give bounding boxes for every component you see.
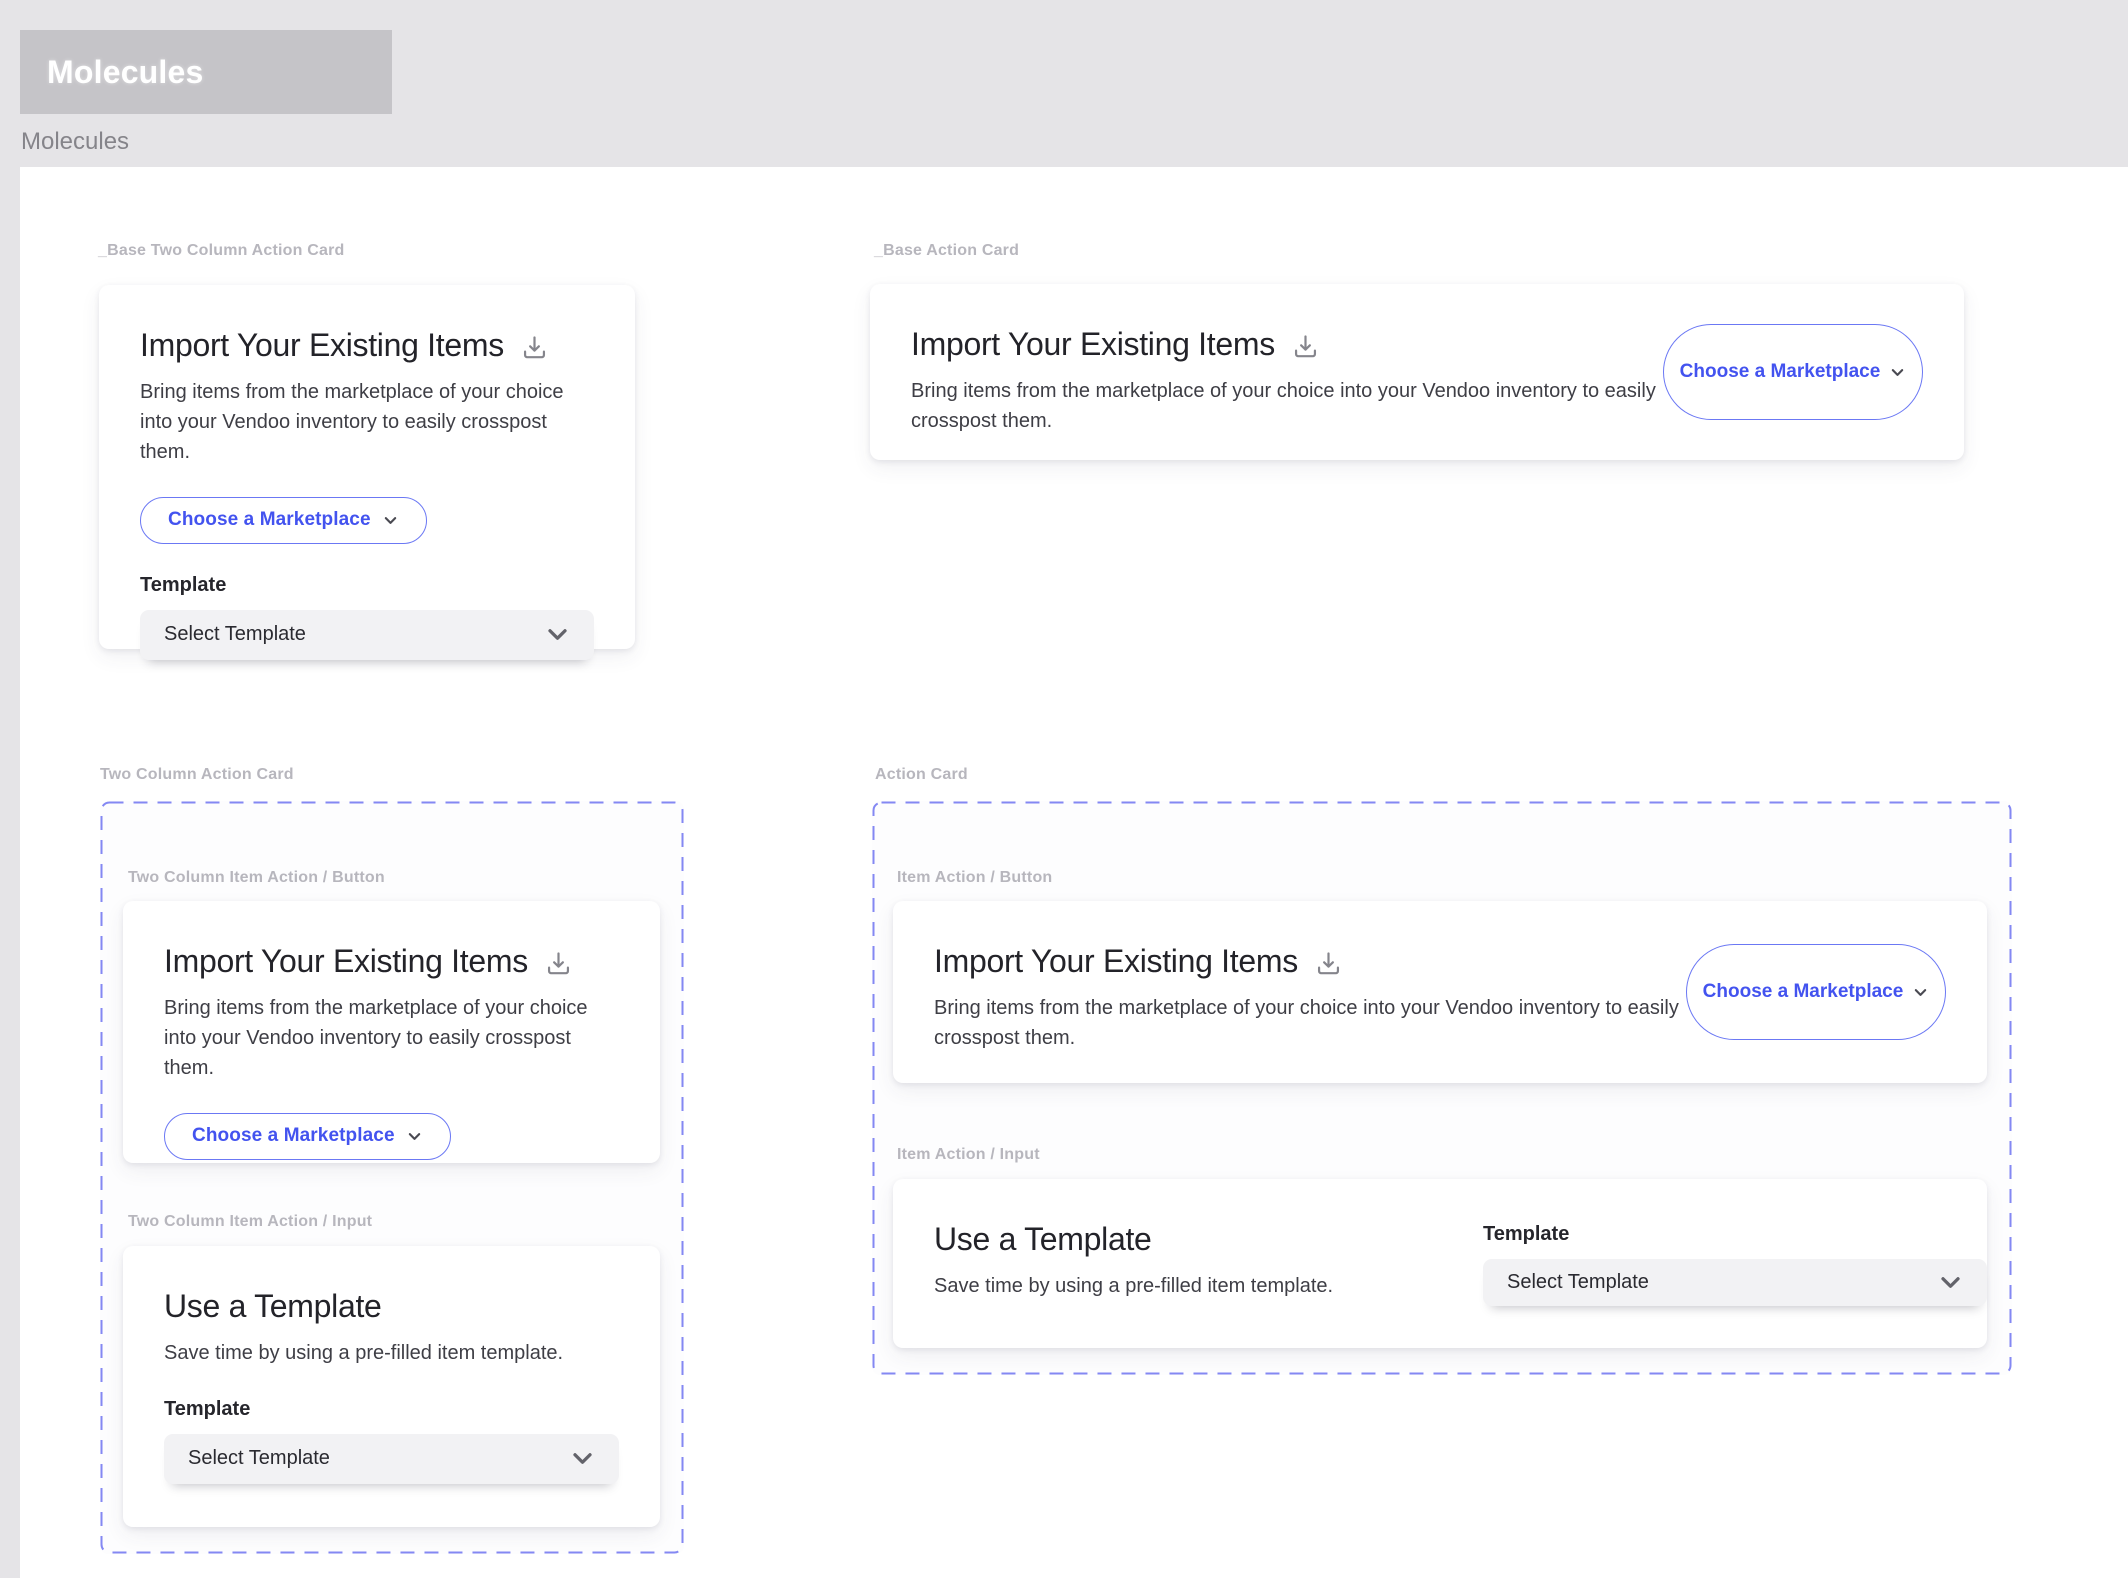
item-action-input-card: Use a Template Save time by using a pre-…: [893, 1179, 1987, 1348]
template-select-value: Select Template: [1507, 1271, 1649, 1293]
card-description: Save time by using a pre-filled item tem…: [164, 1341, 564, 1364]
dashed-border: [100, 801, 684, 1554]
template-select[interactable]: Select Template: [164, 1433, 619, 1484]
template-select-value: Select Template: [188, 1447, 330, 1470]
story-label-two-column-input: Two Column Item Action / Input: [128, 1213, 373, 1230]
template-select[interactable]: Select Template: [140, 609, 594, 660]
choose-marketplace-label: Choose a Marketplace: [168, 509, 371, 531]
tab-label: Molecules: [47, 53, 204, 90]
chevron-down-icon: [570, 1446, 595, 1471]
card-description: Bring items from the marketplace of your…: [164, 996, 588, 1079]
dashed-border: [872, 801, 2012, 1375]
two-column-action-card-group: Two Column Item Action / Button Import Y…: [100, 801, 684, 1554]
chevron-down-icon: [382, 512, 399, 529]
card-description: Bring items from the marketplace of your…: [140, 380, 564, 463]
choose-marketplace-button[interactable]: Choose a Marketplace: [140, 496, 427, 544]
chevron-down-icon: [1912, 984, 1929, 1001]
card-description: Save time by using a pre-filled item tem…: [934, 1274, 1334, 1297]
story-label-two-column-group: Two Column Action Card: [100, 766, 294, 783]
download-icon: [543, 948, 574, 979]
story-label-item-button: Item Action / Button: [897, 869, 1053, 886]
card-description: Bring items from the marketplace of your…: [911, 379, 1656, 432]
two-column-item-action-button-card: Import Your Existing Items Bring items f…: [123, 901, 660, 1163]
choose-marketplace-button[interactable]: Choose a Marketplace: [164, 1112, 451, 1160]
chevron-down-icon: [1889, 364, 1906, 381]
download-icon: [1290, 331, 1321, 362]
item-action-button-card: Import Your Existing Items Bring items f…: [893, 901, 1987, 1083]
two-column-item-action-input-card: Use a Template Save time by using a pre-…: [123, 1246, 660, 1527]
card-title: Import Your Existing Items: [164, 943, 528, 979]
template-select-value: Select Template: [164, 623, 306, 646]
card-description: Bring items from the marketplace of your…: [934, 996, 1679, 1049]
story-label-item-input: Item Action / Input: [897, 1146, 1040, 1163]
breadcrumb: Molecules: [21, 128, 130, 155]
story-label-action-group: Action Card: [875, 766, 968, 783]
download-icon: [519, 332, 550, 363]
story-label-two-column-button: Two Column Item Action / Button: [128, 869, 385, 886]
card-title: Import Your Existing Items: [911, 326, 1275, 362]
choose-marketplace-label: Choose a Marketplace: [1679, 361, 1881, 382]
chevron-down-icon: [406, 1128, 423, 1145]
template-field-label: Template: [164, 1397, 251, 1420]
base-two-column-action-card: Import Your Existing Items Bring items f…: [99, 285, 635, 660]
card-title: Import Your Existing Items: [140, 327, 504, 363]
template-field-label: Template: [1483, 1223, 1570, 1245]
template-select[interactable]: Select Template: [1483, 1259, 1987, 1306]
choose-marketplace-button[interactable]: Choose a Marketplace: [1686, 944, 1946, 1040]
card-title: Import Your Existing Items: [934, 943, 1298, 979]
action-card-group: Item Action / Button Import Your Existin…: [872, 801, 2012, 1375]
choose-marketplace-label: Choose a Marketplace: [192, 1125, 395, 1147]
choose-marketplace-button[interactable]: Choose a Marketplace: [1663, 324, 1923, 420]
choose-marketplace-label: Choose a Marketplace: [1702, 981, 1904, 1002]
template-field-label: Template: [140, 573, 227, 596]
story-label-base-two-column: _Base Two Column Action Card: [98, 242, 345, 259]
story-label-base-action: _Base Action Card: [874, 242, 1020, 259]
download-icon: [1313, 948, 1344, 979]
preview-canvas: _Base Two Column Action Card Import Your…: [20, 167, 2128, 1578]
chevron-down-icon: [545, 622, 570, 647]
tab-molecules[interactable]: Molecules: [20, 30, 392, 114]
card-title: Use a Template: [164, 1288, 382, 1324]
chevron-down-icon: [1938, 1270, 1963, 1295]
base-action-card: Import Your Existing Items Bring items f…: [870, 284, 1964, 460]
card-title: Use a Template: [934, 1221, 1152, 1257]
